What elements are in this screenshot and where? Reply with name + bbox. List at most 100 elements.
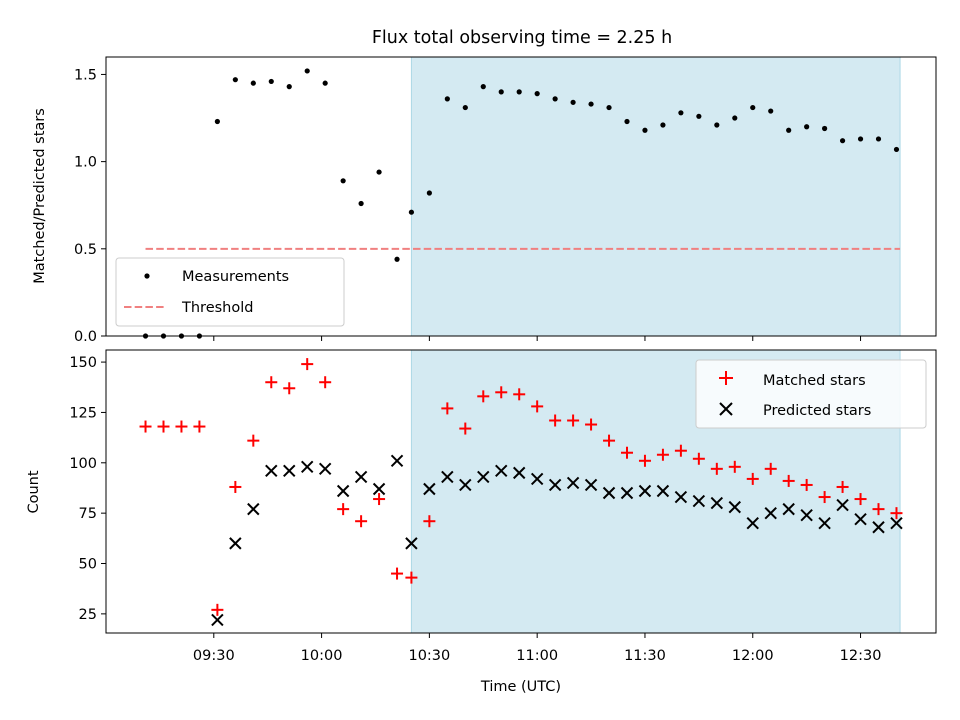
matched-stars-points — [139, 358, 903, 616]
legend-measurements-marker — [144, 273, 150, 279]
bottom-y-tick-label: 75 — [79, 506, 97, 522]
matched-star-marker — [265, 376, 278, 389]
measurement-point — [642, 127, 648, 133]
matched-star-marker — [513, 388, 526, 401]
predicted-star-marker — [247, 502, 260, 516]
measurement-point — [588, 101, 594, 107]
predicted-star-marker — [854, 512, 867, 526]
bottom-y-tick-label: 150 — [69, 355, 97, 371]
measurement-point — [570, 99, 576, 105]
measurement-point — [444, 96, 450, 102]
matched-star-marker — [441, 402, 454, 415]
predicted-star-marker — [710, 496, 724, 510]
matched-star-marker — [477, 390, 490, 403]
legend-predicted-label: Predicted stars — [763, 403, 871, 419]
predicted-star-marker — [764, 506, 777, 520]
legend-threshold-label: Threshold — [181, 300, 253, 316]
matched-star-marker — [585, 418, 598, 431]
measurement-point — [408, 209, 415, 215]
top-panel: 0.0 0.5 1.0 1.5 Matched/Predicted stars Mea… — [32, 56, 937, 345]
top-x-ticks — [213, 336, 862, 341]
bottom-axes-frame — [105, 349, 937, 634]
matched-star-marker — [531, 400, 544, 413]
bottom-x-tick-label: 10:30 — [408, 648, 450, 664]
measurement-point — [462, 104, 468, 111]
matched-star-marker — [638, 454, 651, 467]
matched-star-marker — [459, 422, 472, 435]
measurement-point — [534, 91, 540, 97]
legend-measurements-label: Measurements — [182, 269, 289, 285]
matched-star-marker — [423, 515, 436, 528]
predicted-star-marker — [890, 517, 903, 530]
matched-star-marker — [283, 382, 296, 395]
bottom-x-tick-label: 10:00 — [301, 648, 343, 664]
matched-star-marker — [836, 480, 849, 493]
predicted-star-marker — [477, 470, 490, 484]
predicted-star-marker — [265, 464, 278, 478]
bottom-panel: 25 50 75 100 125 150 09:30 10:00 10:30 11:00 11:3… — [26, 349, 937, 695]
matched-star-marker — [567, 414, 580, 427]
predicted-star-marker — [782, 502, 795, 516]
top-y-ticks: 0.0 0.5 1.0 1.5 — [74, 67, 106, 345]
predicted-star-marker — [638, 484, 652, 498]
matched-star-marker — [872, 503, 885, 516]
bottom-x-tick-label: 12:30 — [840, 648, 882, 664]
measurement-point — [696, 113, 702, 119]
predicted-star-marker — [441, 470, 454, 484]
predicted-star-marker — [459, 478, 472, 492]
predicted-star-marker — [836, 498, 849, 512]
bottom-x-tick-label: 11:30 — [624, 648, 666, 664]
matched-star-marker — [139, 420, 152, 433]
bottom-y-tick-label: 125 — [69, 405, 97, 421]
measurement-point — [804, 124, 810, 130]
matched-star-marker — [229, 480, 242, 493]
measurement-point — [232, 77, 238, 83]
measurement-point — [678, 110, 684, 116]
top-shaded-region — [410, 56, 901, 337]
predicted-star-marker — [372, 482, 386, 496]
measurement-point — [552, 96, 558, 102]
matched-star-marker — [890, 507, 903, 520]
predicted-star-marker — [229, 537, 242, 550]
measurement-point — [516, 89, 522, 95]
matched-star-marker — [355, 515, 368, 528]
top-legend-box — [115, 257, 345, 327]
measurement-point — [875, 136, 882, 142]
top-y-axis-label: Matched/Predicted stars — [32, 108, 48, 284]
measurement-point — [732, 115, 738, 121]
matched-star-marker — [549, 414, 562, 427]
matched-star-marker — [692, 452, 705, 465]
chart-title: Flux total observing time = 2.25 h — [372, 28, 672, 48]
x-axis-label: Time (UTC) — [480, 679, 561, 695]
measurement-point — [286, 84, 292, 90]
measurement-point — [358, 200, 364, 207]
bottom-y-tick-label: 50 — [79, 557, 97, 573]
predicted-star-marker — [354, 470, 368, 484]
predicted-star-marker — [423, 482, 436, 496]
bottom-y-tick-label: 25 — [79, 607, 97, 623]
predicted-star-marker — [674, 490, 688, 504]
matched-star-marker — [193, 420, 206, 433]
predicted-star-marker — [728, 500, 741, 514]
measurement-point — [750, 104, 756, 111]
measurement-point — [426, 190, 432, 196]
matched-star-marker — [800, 478, 813, 491]
predicted-star-marker — [495, 464, 508, 478]
top-y-tick-label: 0.5 — [74, 242, 97, 258]
measurement-point — [480, 84, 486, 90]
predicted-star-marker — [512, 466, 526, 480]
measurement-point — [857, 136, 864, 142]
measurement-point — [376, 169, 382, 175]
matched-star-marker — [405, 571, 418, 584]
matched-star-marker — [337, 503, 350, 516]
matched-star-marker — [603, 434, 616, 447]
predicted-star-marker — [800, 508, 813, 522]
legend-matched-marker — [719, 371, 733, 385]
measurement-point — [268, 78, 274, 85]
predicted-star-marker — [746, 517, 759, 530]
predicted-stars-points — [211, 454, 903, 627]
top-y-tick-label: 1.5 — [74, 67, 97, 83]
measurement-point — [839, 138, 846, 144]
matched-star-marker — [656, 448, 669, 461]
measurement-point — [322, 80, 328, 86]
